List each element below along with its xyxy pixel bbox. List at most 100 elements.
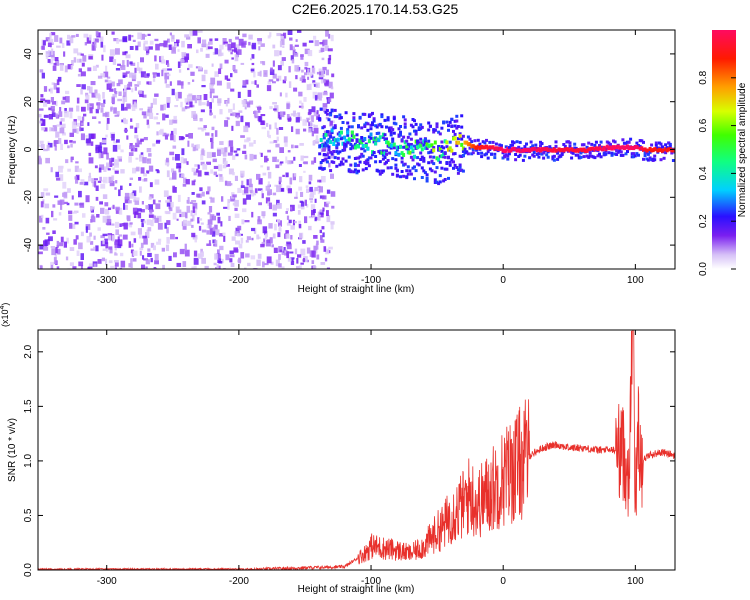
spectrogram-cell [406, 165, 410, 169]
spectrogram-cell [299, 233, 303, 239]
spectrogram-cell [635, 141, 639, 145]
spectrogram-cell [556, 151, 560, 155]
spectrogram-cell [102, 239, 105, 245]
spectrogram-cell [285, 172, 289, 178]
spectrogram-cell [146, 148, 152, 153]
spectrogram-cell [100, 207, 105, 214]
spectrogram-cell [73, 57, 77, 63]
spectrogram-cell [212, 226, 216, 232]
spectrogram-cell [363, 149, 367, 153]
spectrogram-cell [303, 97, 307, 102]
spectrogram-cell [104, 79, 109, 83]
spectrogram-cell [211, 83, 215, 86]
spectrogram-cell [244, 220, 250, 223]
spectrogram-cell [352, 170, 356, 174]
spectrogram-cell [186, 94, 192, 102]
spectrogram-cell [316, 110, 319, 115]
spectrogram-cell [139, 247, 144, 251]
spectrogram-cell [229, 254, 235, 258]
spectrogram-cell [357, 125, 360, 129]
spectrogram-cell [339, 160, 343, 164]
spectrogram-cell [240, 62, 245, 65]
spectrogram-cell [211, 152, 216, 158]
spectrogram-cell [65, 90, 70, 95]
spectrogram-cell [419, 137, 423, 141]
spectrogram-cell [177, 80, 181, 86]
spectrogram-cell [223, 206, 228, 209]
spectrogram-cell [67, 64, 73, 70]
spectrogram-cell [286, 101, 291, 105]
spectrogram-cell [99, 164, 105, 170]
spectrogram-cell [409, 137, 413, 141]
spectrogram-cell [138, 140, 142, 145]
spectrogram-cell [211, 126, 215, 131]
spectrogram-cell [262, 172, 267, 176]
spectrogram-cell [298, 265, 302, 269]
spectrogram-cell [461, 154, 465, 157]
spectrogram-cell [413, 177, 416, 181]
spectrogram-cell [115, 48, 120, 55]
spectrogram-cell [650, 148, 654, 153]
spectrogram-cell [279, 147, 284, 153]
spectrogram-cell [53, 83, 57, 90]
spectrogram-cell [504, 145, 508, 149]
spectrogram-cell [177, 61, 181, 68]
colorbar-ticks: 0.00.20.40.60.8 [698, 70, 736, 276]
spectrogram-cell [43, 246, 49, 251]
spectrogram-cell [40, 98, 46, 103]
spectrogram-cell [185, 106, 190, 109]
spectrogram-cell [213, 115, 216, 119]
spectrogram-cell [323, 246, 327, 252]
spectrogram-cell [43, 188, 49, 192]
spectrogram-cell [222, 232, 226, 235]
spectrogram-cell [258, 178, 263, 185]
spectrogram-cell [552, 158, 556, 162]
spectrogram-cell [268, 202, 272, 210]
spectrogram-cell [433, 140, 437, 145]
spectrogram-cell [185, 101, 189, 105]
spectrogram-cell [281, 188, 284, 192]
spectrogram-cell [185, 134, 189, 137]
spectrogram-cell [111, 157, 115, 162]
spectrogram-cell [56, 240, 60, 247]
spectrogram-cell [577, 149, 581, 154]
spectrogram-cell [192, 79, 195, 82]
spectrogram-cell [262, 61, 266, 66]
spectrogram-cell [535, 152, 539, 156]
spectrogram-cell [332, 142, 336, 146]
spectrogram-cell [416, 162, 420, 166]
spectrogram-cell [329, 169, 333, 173]
spectrogram-cell [278, 220, 282, 227]
spectrogram-cell [301, 75, 306, 80]
spectrogram-cell [103, 147, 108, 155]
spectrogram-cell [279, 162, 283, 166]
spectrogram-cell [72, 211, 77, 214]
spectrogram-cell [286, 103, 290, 110]
spectrogram-cell [432, 148, 436, 153]
spectrogram-cell [455, 144, 459, 148]
spectrogram-cell [235, 240, 240, 245]
spectrogram-cell [642, 157, 645, 161]
spectrogram-cell [325, 69, 329, 76]
spectrogram-cell [191, 192, 195, 195]
spectrogram-cell [363, 137, 367, 141]
spectrogram-cell [94, 180, 97, 188]
spectrogram-cell [257, 188, 263, 191]
spectrogram-cell [91, 133, 95, 140]
spectrogram-cell [237, 187, 242, 193]
spectrogram-cell [261, 189, 264, 193]
spectrogram-cell [76, 97, 80, 104]
spectrogram-cell [52, 230, 56, 234]
spectrogram-cell [223, 41, 228, 44]
spectrogram-cell [244, 186, 249, 194]
spectrogram-cell [339, 137, 343, 141]
spectrogram-cell [480, 151, 484, 155]
spectrogram-cell [445, 162, 449, 165]
spectrogram-cell [119, 239, 123, 247]
spectrogram-cell [653, 158, 657, 162]
spectrogram-cell [234, 69, 238, 74]
spectrogram-cell [458, 134, 462, 139]
spectrogram-cell [77, 52, 82, 56]
spectrogram-cell [324, 257, 328, 262]
